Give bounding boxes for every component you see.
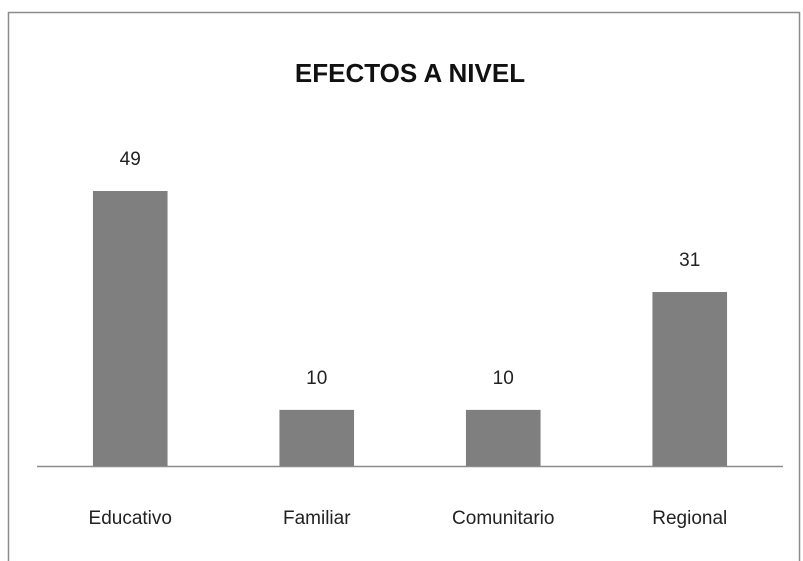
bar (92, 191, 168, 466)
chart-title: EFECTOS A NIVEL (295, 58, 525, 88)
data-label: 10 (306, 368, 327, 389)
bar (652, 292, 728, 466)
bar (465, 409, 541, 466)
x-tick-label: Comunitario (452, 508, 554, 529)
x-tick-label: Regional (652, 508, 727, 529)
data-label: 49 (120, 149, 141, 170)
x-tick-label: Familiar (283, 508, 351, 529)
data-label: 31 (679, 250, 700, 271)
data-label: 10 (493, 368, 514, 389)
bar (279, 409, 355, 466)
x-tick-label: Educativo (89, 508, 172, 529)
